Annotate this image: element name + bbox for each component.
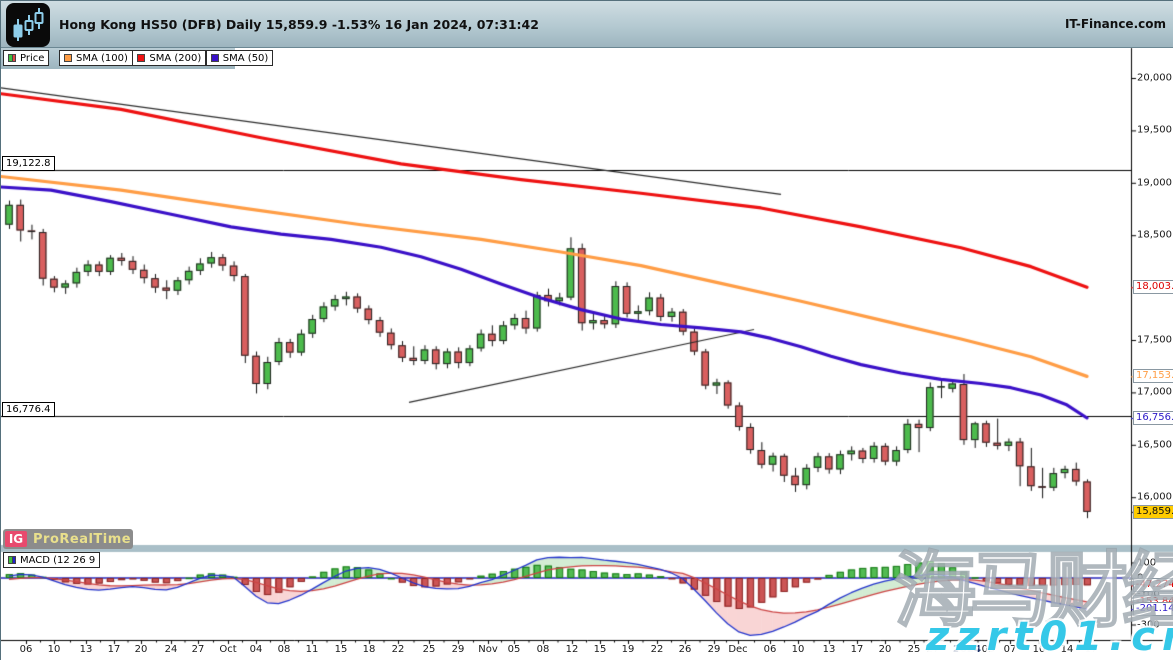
date-axis-tick: 11 bbox=[305, 644, 319, 655]
price-axis-tick: 19,000 bbox=[1137, 177, 1172, 189]
provider-link[interactable]: IT-Finance.com bbox=[1064, 17, 1166, 31]
legend-swatch-icon bbox=[12, 54, 16, 62]
legend-tab-label: SMA (200) bbox=[149, 52, 202, 64]
legend-tab-sma-100[interactable]: SMA (100) bbox=[59, 50, 133, 66]
macd-axis-tick: 100 bbox=[1137, 557, 1157, 568]
hline-label[interactable]: 19,122.8 bbox=[2, 155, 55, 171]
hline-label[interactable]: 16,776.4 bbox=[2, 401, 55, 417]
macd-axis-tick: 0 bbox=[1137, 573, 1143, 584]
date-axis-tick: 20 bbox=[134, 644, 148, 655]
legend-tab-price[interactable]: Price bbox=[3, 50, 50, 66]
price-axis-tick: 16,500 bbox=[1137, 439, 1172, 451]
date-axis-tick: 06 bbox=[763, 644, 777, 655]
date-axis-tick: 17 bbox=[107, 644, 121, 655]
price-axis-tick: 20,000 bbox=[1137, 72, 1172, 84]
macd-line-swatch bbox=[12, 556, 16, 564]
date-axis-tick: 2024 bbox=[953, 644, 981, 655]
date-axis-tick: 10 bbox=[1032, 644, 1046, 655]
date-axis-tick: 05 bbox=[507, 644, 521, 655]
legend-swatch-icon bbox=[137, 54, 146, 62]
date-axis-tick: 25 bbox=[422, 644, 436, 655]
date-axis-tick: 04 bbox=[249, 644, 263, 655]
legend-swatch-icon bbox=[8, 54, 12, 62]
price-axis-badge: 18,003.. bbox=[1133, 280, 1173, 295]
price-axis-tick: 17,000 bbox=[1137, 386, 1172, 398]
price-axis-badge: 16,756.. bbox=[1133, 410, 1173, 425]
date-axis-tick: 13 bbox=[822, 644, 836, 655]
date-axis-tick: 17 bbox=[1084, 644, 1098, 655]
date-axis-tick: 08 bbox=[277, 644, 291, 655]
candlestick-logo-icon bbox=[6, 3, 50, 47]
date-axis-tick: 10 bbox=[47, 644, 61, 655]
date-axis-tick: 29 bbox=[451, 644, 465, 655]
date-axis-tick: 07 bbox=[1003, 644, 1017, 655]
date-axis-tick: 20 bbox=[878, 644, 892, 655]
price-legend-strip: Price SMA (100) SMA (200) SMA (50) bbox=[1, 48, 274, 69]
legend-tab-label: SMA (100) bbox=[76, 52, 128, 64]
date-axis-tick: 29 bbox=[707, 644, 721, 655]
legend-tab-label: Price bbox=[20, 52, 45, 64]
macd-legend-tab[interactable]: MACD (12 26 9 bbox=[3, 552, 101, 568]
date-axis-tick: 15 bbox=[593, 644, 607, 655]
date-axis-tick: 24 bbox=[164, 644, 178, 655]
macd-axis-badge: -201.14 bbox=[1133, 602, 1173, 617]
header-bar: Hong Kong HS50 (DFB) Daily 15,859.9 -1.5… bbox=[1, 0, 1173, 48]
date-axis-tick: 22 bbox=[650, 644, 664, 655]
legend-tab-sma-200[interactable]: SMA (200) bbox=[132, 50, 207, 66]
legend-swatch-icon bbox=[64, 54, 72, 62]
date-axis-tick: 26 bbox=[678, 644, 692, 655]
macd-axis-tick: -300 bbox=[1137, 619, 1160, 630]
date-axis-tick: 12 bbox=[565, 644, 579, 655]
macd-axis-tick: -100 bbox=[1137, 588, 1160, 599]
legend-swatch-icon bbox=[210, 54, 219, 62]
date-axis-tick: 27 bbox=[191, 644, 205, 655]
date-axis-tick: Nov bbox=[478, 644, 498, 655]
macd-legend-label: MACD (12 26 9 bbox=[20, 554, 96, 566]
price-axis-tick: 16,000 bbox=[1137, 491, 1172, 503]
date-axis-tick: 15 bbox=[334, 644, 348, 655]
date-axis-tick: 06 bbox=[19, 644, 33, 655]
date-axis-tick: 18 bbox=[362, 644, 376, 655]
instrument-title: Hong Kong HS50 (DFB) Daily 15,859.9 -1.5… bbox=[59, 17, 539, 32]
date-axis-tick: 27 bbox=[926, 644, 940, 655]
prorealtime-label: ProRealTime bbox=[33, 531, 132, 547]
ig-logo: IG bbox=[5, 531, 27, 547]
price-axis-tick: 17,500 bbox=[1137, 334, 1172, 346]
date-axis-tick: 10 bbox=[791, 644, 805, 655]
date-axis-tick: 08 bbox=[536, 644, 550, 655]
price-axis-tick: 19,500 bbox=[1137, 124, 1172, 136]
legend-tab-label: SMA (50) bbox=[222, 52, 269, 64]
price-axis-badge: 15,859.. bbox=[1133, 504, 1173, 519]
date-axis-tick: Dec bbox=[728, 644, 748, 655]
date-axis-tick: 03 bbox=[981, 644, 995, 655]
macd-axis-badge: -47.274 bbox=[1133, 578, 1173, 593]
macd-hist-swatch bbox=[8, 556, 12, 564]
date-axis-tick: 25 bbox=[907, 644, 921, 655]
price-axis-badge: 17,153.. bbox=[1133, 369, 1173, 384]
date-axis-tick: 13 bbox=[79, 644, 93, 655]
date-axis-tick: 14 bbox=[1060, 644, 1074, 655]
price-axis-tick: 18,500 bbox=[1137, 229, 1172, 241]
prorealtime-logo[interactable]: IG ProRealTime bbox=[3, 529, 133, 549]
date-axis-tick: 19 bbox=[621, 644, 635, 655]
legend-tab-sma-50[interactable]: SMA (50) bbox=[205, 50, 274, 66]
date-axis-tick: 17 bbox=[850, 644, 864, 655]
date-axis-tick: Oct bbox=[219, 644, 237, 655]
date-axis-tick: 22 bbox=[391, 644, 405, 655]
